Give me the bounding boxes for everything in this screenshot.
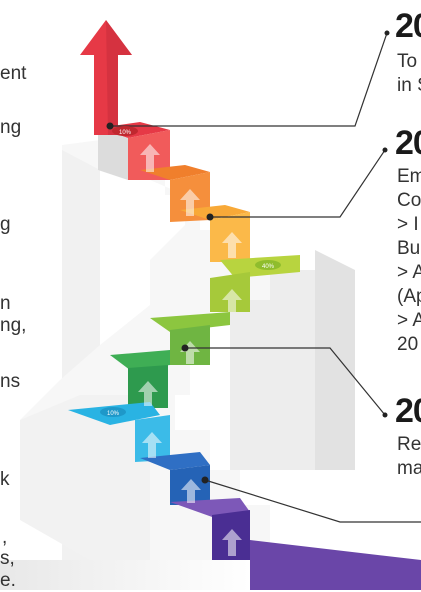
callout-line: (Ap xyxy=(397,286,421,307)
callout-2-text: Em Co > I Bu > A (Ap > A 20 xyxy=(397,165,421,357)
callout-line: 20 xyxy=(397,334,419,355)
left-text-fragment: n xyxy=(0,293,11,314)
badge-lime xyxy=(255,260,281,270)
leader-lines xyxy=(110,32,421,523)
callout-line: To xyxy=(397,51,418,72)
badge-red-label: 10% xyxy=(119,130,132,136)
left-text-fragment: e. xyxy=(0,570,16,591)
step-orange-top xyxy=(140,165,210,180)
badge-cyan-label: 10% xyxy=(107,411,120,417)
callout-3-year: 20 xyxy=(395,392,421,430)
stair-block-lower xyxy=(20,395,150,560)
callout-line: ma xyxy=(397,458,421,479)
badge-lime-label: 40% xyxy=(262,264,275,270)
step-badges: 10% 40% 10% xyxy=(100,126,281,417)
callout-1-text: To in S xyxy=(397,50,421,98)
left-text-fragment: g xyxy=(0,214,11,235)
badge-cyan xyxy=(100,407,126,417)
step-red-shadow xyxy=(98,128,128,180)
callout-line: Bu xyxy=(397,238,421,259)
callout-3-text: Re ma xyxy=(397,433,421,481)
left-text-fragment: , xyxy=(2,527,8,548)
callout-1-year: 20 xyxy=(395,7,421,45)
callout-line: > A xyxy=(397,262,421,283)
badge-red xyxy=(112,126,138,136)
stair-block-right-side xyxy=(315,250,355,470)
left-text-fragment: ent xyxy=(0,63,27,84)
callout-line: Em xyxy=(397,166,421,187)
step-blue-top xyxy=(140,452,210,470)
step-darkgreen-top xyxy=(110,350,170,370)
left-text-fragment: ng xyxy=(0,117,22,138)
red-up-arrow-icon xyxy=(80,20,132,135)
left-text-fragment: ng, xyxy=(0,315,27,336)
callout-2-year: 20 xyxy=(395,124,421,162)
step-amber-top xyxy=(180,205,250,220)
left-text-fragment: k xyxy=(0,469,10,490)
left-text-fragment: s, xyxy=(0,548,15,569)
callout-line: Re xyxy=(397,434,421,455)
callout-line: > I xyxy=(397,214,419,235)
callout-line: Co xyxy=(397,190,421,211)
floor xyxy=(0,560,250,590)
left-text-fragment: ns xyxy=(0,371,21,392)
leader-dots xyxy=(106,30,390,484)
callout-line: > A xyxy=(397,310,421,331)
callout-line: in S xyxy=(397,75,421,96)
purple-floor-ribbon xyxy=(250,540,421,590)
